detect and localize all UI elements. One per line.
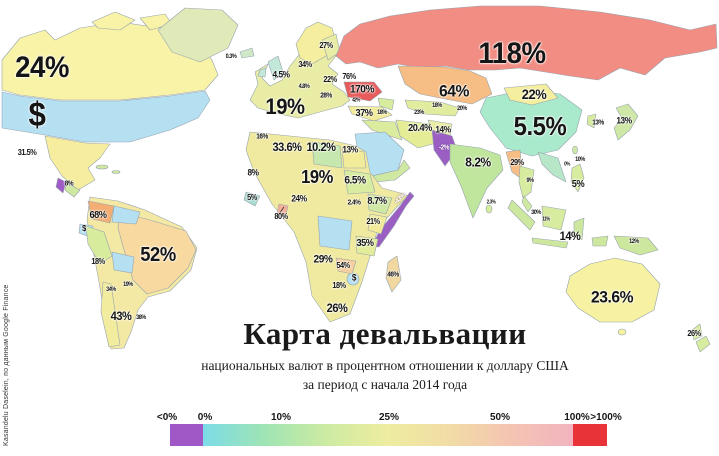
region-greenland (157, 7, 239, 63)
region-guinea (243, 191, 261, 207)
region-mexico (44, 135, 111, 191)
region-vietnam (537, 151, 567, 183)
region-canada (1, 21, 219, 101)
region-new-guinea (613, 235, 659, 256)
region-uk (267, 55, 284, 81)
region-sri-lanka (485, 204, 493, 214)
region-sumatra (507, 199, 536, 231)
map-title: Карта девальвации (243, 316, 527, 351)
legend-tick-100: 100% (564, 412, 590, 423)
region-australia (565, 257, 661, 323)
map-subtitle: национальных валют в процентном отношени… (201, 358, 569, 373)
legend-tick-0: 0% (197, 412, 213, 423)
region-somalia (371, 191, 415, 248)
region-sudan (343, 169, 376, 195)
region-java (531, 237, 569, 249)
legend-over100-block (573, 424, 607, 446)
map-subtitle-period: за период с начала 2014 года (302, 377, 468, 392)
region-thailand (518, 165, 535, 199)
region-chile (100, 281, 121, 348)
legend-tick-100: >100% (590, 412, 622, 423)
region-borneo (541, 205, 567, 231)
region-turkey (347, 105, 393, 122)
ghana-leader-line (278, 206, 285, 215)
region-ukraine (343, 81, 383, 102)
title-block: Карта девальвации национальных валют в п… (110, 316, 660, 393)
region-tanzania (355, 235, 379, 257)
region-central-asia (404, 99, 461, 117)
legend-tick-10: 10% (270, 412, 292, 423)
region-caucasus (377, 97, 395, 111)
region-new-zealand (691, 323, 703, 341)
legend-gradient-bar (170, 424, 607, 446)
region-drc (317, 215, 353, 251)
region-ghana (276, 203, 289, 219)
region-kenya (367, 213, 388, 235)
legend-tick-25: 25% (378, 412, 400, 423)
region-madagascar (385, 255, 402, 293)
region-zimbabwe (346, 272, 360, 286)
region-peru (85, 225, 113, 265)
region-ethiopia (367, 193, 393, 215)
region-bolivia (111, 251, 135, 274)
region-iran (395, 119, 441, 149)
region-japan (613, 103, 639, 141)
region-russia (335, 5, 718, 81)
region-central-america (55, 177, 67, 194)
region-philippines (570, 163, 585, 193)
legend-negative-block (170, 424, 203, 446)
region-egypt (341, 147, 367, 169)
region-brazil (117, 211, 197, 295)
legend-tick-0: <0% (156, 412, 178, 423)
region-kazakhstan (397, 65, 493, 105)
region-iceland (239, 47, 255, 59)
region-india (449, 143, 504, 219)
legend-tick-50: 50% (489, 412, 511, 423)
region-libya (311, 141, 343, 169)
legend-gradient-block (203, 424, 573, 446)
region-venezuela (111, 205, 141, 225)
region-mongolia (503, 83, 559, 106)
credit-text: Kasandelu Daselein, по данным Google Fin… (3, 284, 10, 446)
region-usa (1, 90, 211, 143)
region-levant (361, 119, 403, 141)
region-taiwan (572, 145, 578, 155)
region-korea (586, 113, 597, 129)
region-colombia (87, 200, 115, 224)
color-scale-legend: <0% 0% 10% 25% 50% 100% >100% (0, 408, 719, 456)
